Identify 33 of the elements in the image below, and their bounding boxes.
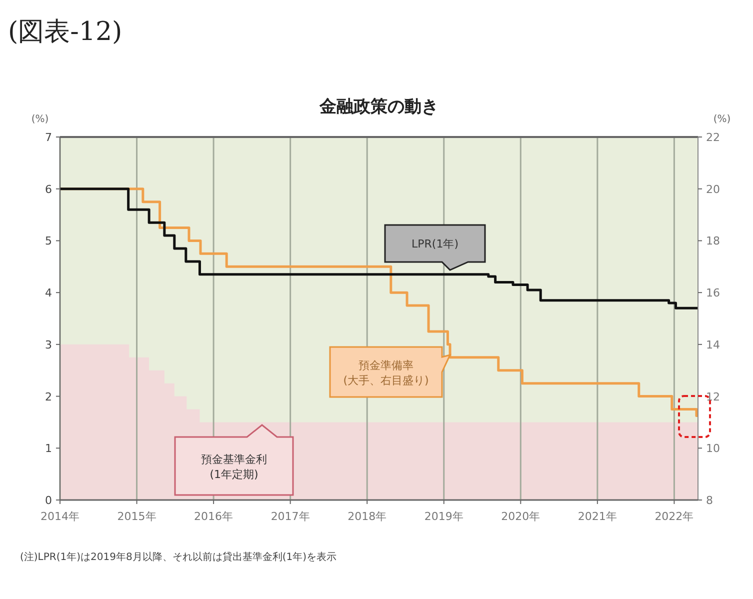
y-tick-label: 0	[45, 494, 52, 507]
chart-title: 金融政策の動き	[318, 97, 438, 117]
x-tick-label: 2021年	[578, 510, 617, 523]
y-tick-label: 5	[45, 234, 52, 248]
y2-tick-label: 14	[706, 338, 720, 352]
x-tick-label: 2020年	[501, 510, 540, 523]
text: (図表-12)	[8, 17, 122, 47]
y2-tick-label: 12	[706, 390, 720, 404]
y2-tick-label: 20	[706, 182, 720, 196]
x-tick-label: 2017年	[270, 510, 310, 523]
y-tick-label: 6	[45, 182, 52, 196]
series-label: 預金準備率 (大手、右目盛り)	[343, 359, 429, 387]
x-tick-label: 2016年	[194, 510, 234, 523]
x-tick-label: 2018年	[348, 510, 387, 523]
text: LPR(1年)	[412, 238, 458, 250]
y-axis-title: (%)	[31, 114, 49, 125]
y2-tick-label: 22	[706, 131, 720, 144]
y2-tick-label: 10	[706, 442, 720, 456]
y-tick-label: 4	[45, 286, 52, 300]
x-tick-label: 2015年	[117, 510, 156, 523]
y-tick-label: 2	[45, 390, 52, 404]
y2-tick-label: 16	[706, 286, 720, 300]
y2-tick-label: 8	[706, 494, 713, 507]
x-tick-label: 2014年	[40, 510, 80, 523]
series-label: 預金基準金利 (1年定期)	[201, 453, 267, 481]
x-tick-label: 2019年	[424, 510, 464, 523]
x-tick-label: 2022年	[654, 510, 694, 523]
y-tick-label: 3	[45, 338, 52, 352]
y-tick-label: 7	[45, 131, 52, 144]
y2-tick-label: 18	[706, 234, 720, 248]
text: (注)LPR(1年)は2019年8月以降、それ以前は貸出基準金利(1年)を表示	[20, 551, 336, 563]
y2-axis-title: (%)	[713, 114, 731, 125]
y-tick-label: 1	[45, 442, 52, 456]
